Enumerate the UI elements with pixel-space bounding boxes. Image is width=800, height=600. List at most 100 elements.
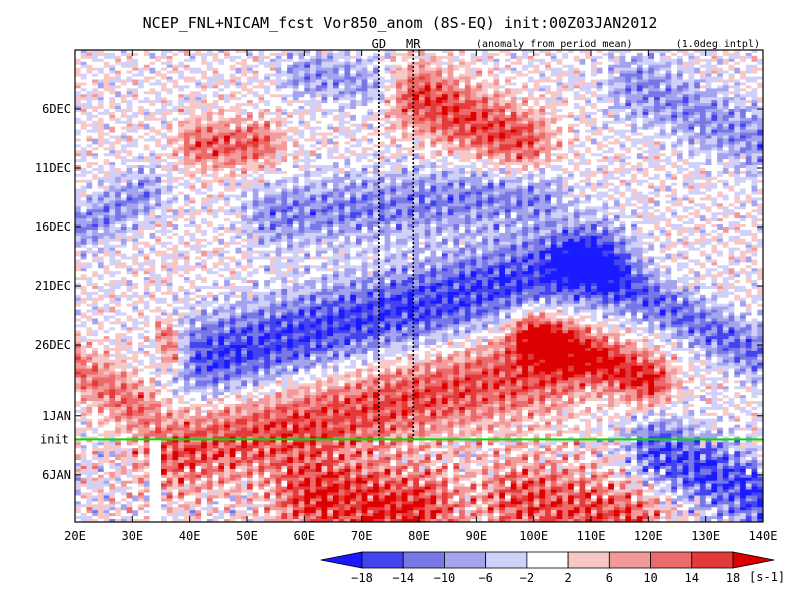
heatmap-cell <box>184 218 190 221</box>
heatmap-cell <box>75 501 81 504</box>
heatmap-cell <box>253 94 259 97</box>
heatmap-cell <box>184 419 190 422</box>
heatmap-cell <box>138 233 144 236</box>
heatmap-cell <box>121 221 127 224</box>
heatmap-cell <box>138 372 144 375</box>
heatmap-cell <box>98 351 104 354</box>
heatmap-cell <box>213 209 219 212</box>
heatmap-cell <box>247 354 253 357</box>
heatmap-cell <box>172 481 178 484</box>
heatmap-cell <box>224 490 230 493</box>
heatmap-cell <box>195 271 201 274</box>
heatmap-cell <box>224 363 230 366</box>
heatmap-cell <box>172 147 178 150</box>
heatmap-cell <box>201 434 207 437</box>
heatmap-cell <box>81 218 87 221</box>
heatmap-cell <box>230 124 236 127</box>
heatmap-cell <box>167 271 173 274</box>
heatmap-cell <box>132 59 138 62</box>
heatmap-cell <box>195 501 201 504</box>
heatmap-cell <box>75 386 81 389</box>
heatmap-cell <box>92 316 98 319</box>
heatmap-cell <box>155 298 161 301</box>
heatmap-cell <box>132 139 138 142</box>
heatmap-cell <box>241 53 247 56</box>
heatmap-cell <box>155 351 161 354</box>
heatmap-cell <box>121 209 127 212</box>
heatmap-cell <box>224 124 230 127</box>
heatmap-cell <box>92 330 98 333</box>
heatmap-cell <box>178 360 184 363</box>
heatmap-cell <box>109 507 115 510</box>
heatmap-cell <box>167 221 173 224</box>
heatmap-cell <box>230 97 236 100</box>
heatmap-cell <box>218 218 224 221</box>
heatmap-cell <box>236 434 242 437</box>
heatmap-cell <box>132 153 138 156</box>
heatmap-cell <box>150 280 156 283</box>
heatmap-cell <box>218 498 224 501</box>
heatmap-cell <box>75 395 81 398</box>
heatmap-cell <box>224 404 230 407</box>
heatmap-cell <box>178 195 184 198</box>
heatmap-cell <box>236 265 242 268</box>
heatmap-cell <box>224 321 230 324</box>
heatmap-cell <box>75 313 81 316</box>
heatmap-cell <box>132 124 138 127</box>
heatmap-cell <box>138 357 144 360</box>
heatmap-cell <box>167 186 173 189</box>
heatmap-cell <box>75 189 81 192</box>
heatmap-cell <box>115 218 121 221</box>
heatmap-cell <box>241 425 247 428</box>
heatmap-cell <box>138 401 144 404</box>
heatmap-cell <box>104 428 110 431</box>
heatmap-cell <box>167 274 173 277</box>
heatmap-cell <box>92 372 98 375</box>
heatmap-cell <box>155 165 161 168</box>
heatmap-cell <box>167 321 173 324</box>
heatmap-cell <box>213 301 219 304</box>
heatmap-cell <box>167 168 173 171</box>
heatmap-cell <box>236 259 242 262</box>
heatmap-cell <box>121 516 127 519</box>
heatmap-cell <box>241 501 247 504</box>
heatmap-cell <box>236 354 242 357</box>
heatmap-cell <box>190 271 196 274</box>
heatmap-cell <box>213 395 219 398</box>
heatmap-cell <box>224 445 230 448</box>
heatmap-cell <box>104 410 110 413</box>
heatmap-cell <box>218 395 224 398</box>
heatmap-cell <box>115 383 121 386</box>
heatmap-cell <box>98 457 104 460</box>
heatmap-cell <box>247 192 253 195</box>
heatmap-cell <box>247 121 253 124</box>
heatmap-cell <box>81 136 87 139</box>
heatmap-cell <box>81 336 87 339</box>
heatmap-cell <box>178 124 184 127</box>
heatmap-cell <box>190 286 196 289</box>
heatmap-cell <box>230 316 236 319</box>
heatmap-cell <box>167 501 173 504</box>
heatmap-cell <box>115 330 121 333</box>
heatmap-cell <box>81 484 87 487</box>
heatmap-cell <box>230 327 236 330</box>
heatmap-cell <box>121 357 127 360</box>
heatmap-cell <box>127 292 133 295</box>
heatmap-cell <box>75 431 81 434</box>
heatmap-cell <box>138 88 144 91</box>
heatmap-cell <box>207 200 213 203</box>
heatmap-cell <box>132 68 138 71</box>
heatmap-cell <box>98 413 104 416</box>
heatmap-cell <box>167 457 173 460</box>
heatmap-cell <box>230 165 236 168</box>
heatmap-cell <box>92 280 98 283</box>
heatmap-cell <box>98 487 104 490</box>
heatmap-cell <box>218 150 224 153</box>
heatmap-cell <box>178 177 184 180</box>
heatmap-cell <box>247 398 253 401</box>
heatmap-cell <box>98 168 104 171</box>
heatmap-cell <box>115 156 121 159</box>
heatmap-cell <box>104 236 110 239</box>
heatmap-cell <box>161 351 167 354</box>
heatmap-cell <box>104 180 110 183</box>
